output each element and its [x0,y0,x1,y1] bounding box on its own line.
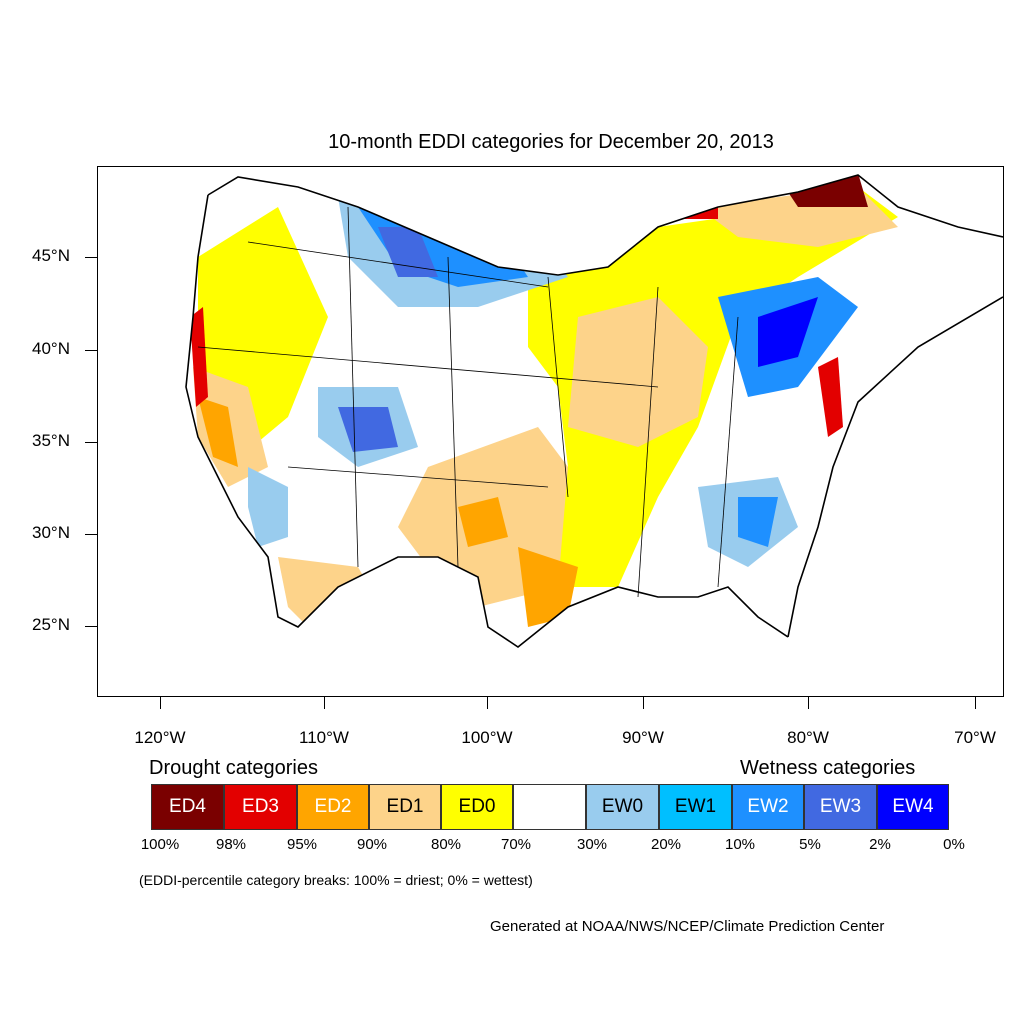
lat-tick [85,442,97,443]
lat-label-25n: 25°N [32,615,70,634]
map-title: 10-month EDDI categories for December 20… [328,131,774,153]
lon-tick [975,697,976,709]
lon-tick [808,697,809,709]
credit-line: Generated at NOAA/NWS/NCEP/Climate Predi… [490,918,885,935]
legend-box-ew0: EW0 [586,784,659,830]
legend-break-label: 100% [140,836,180,853]
lon-label-120w: 120°W [134,728,186,747]
legend-break-label: 2% [869,836,891,853]
lon-label-90w: 90°W [622,728,664,747]
legend-box-ew3: EW3 [804,784,877,830]
legend-break-label: 90% [356,836,388,853]
lon-tick [487,697,488,709]
legend-box-ew4: EW4 [877,784,949,830]
legend-break-label: 70% [500,836,532,853]
legend-break-label: 0% [943,836,965,853]
legend-box-ew1: EW1 [659,784,732,830]
legend-break-label: 10% [724,836,756,853]
lon-label-100w: 100°W [461,728,513,747]
legend-break-label: 80% [430,836,462,853]
legend-break-label: 98% [215,836,247,853]
legend-box-ed1: ED1 [369,784,441,830]
lat-tick [85,350,97,351]
legend-break-label: 30% [576,836,608,853]
lon-label-110w: 110°W [299,728,349,747]
coastlines [185,174,1003,648]
state-borders [197,206,739,598]
lat-label-30n: 30°N [32,523,70,542]
legend-box-ed4: ED4 [151,784,224,830]
lat-label-35n: 35°N [32,431,70,450]
legend-box-ed3: ED3 [224,784,297,830]
lat-tick [85,534,97,535]
lat-label-40n: 40°N [32,339,70,358]
category-note: (EDDI-percentile category breaks: 100% =… [139,872,533,888]
wetness-heading: Wetness categories [740,757,916,779]
lat-tick [85,626,97,627]
lon-tick [324,697,325,709]
legend-break-label: 95% [286,836,318,853]
eddi-map [185,174,1003,648]
lon-tick [643,697,644,709]
legend-box-none [513,784,586,830]
category-fill [186,175,1003,647]
lat-label-45n: 45°N [32,246,70,265]
lon-tick [160,697,161,709]
drought-heading: Drought categories [149,757,318,779]
lat-tick [85,257,97,258]
legend-box-ew2: EW2 [732,784,804,830]
legend-break-label: 5% [799,836,821,853]
legend-box-ed0: ED0 [441,784,513,830]
legend-break-label: 20% [650,836,682,853]
lon-label-80w: 80°W [787,728,829,747]
legend-box-ed2: ED2 [297,784,369,830]
lon-label-70w: 70°W [954,728,996,747]
map-plot-area [97,166,1004,697]
